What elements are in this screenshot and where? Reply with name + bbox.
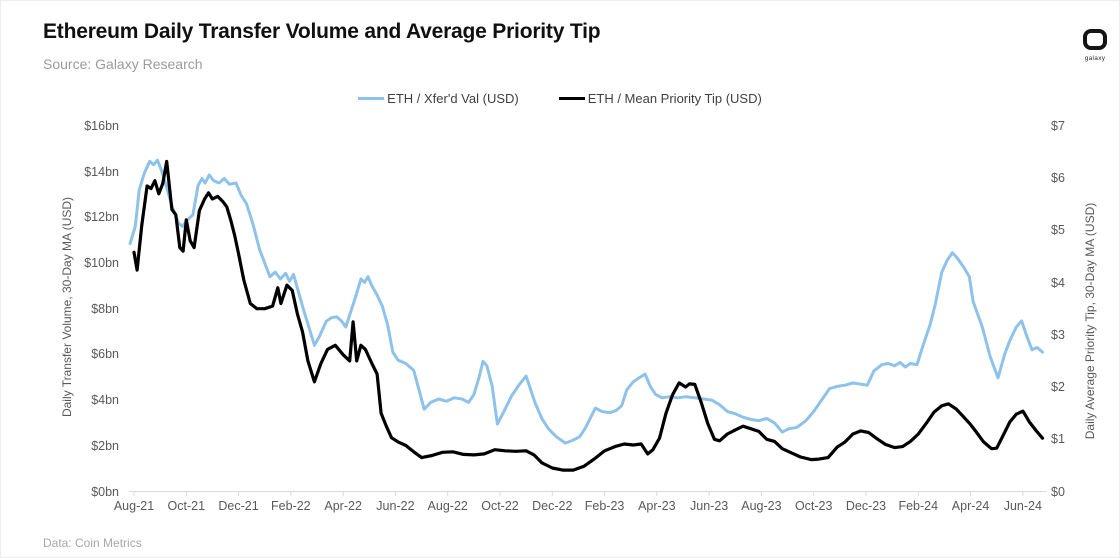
axis-tick-label: $7: [1051, 118, 1065, 133]
page-title: Ethereum Daily Transfer Volume and Avera…: [43, 20, 601, 43]
axis-tick-label: Feb-23: [584, 499, 625, 513]
axis-tick-label: Jun-22: [376, 499, 415, 513]
line-swatch-black-icon: [558, 97, 585, 100]
axis-tick-label: Apr-23: [638, 499, 676, 513]
axis-tick-label: Apr-24: [951, 499, 990, 513]
axis-tick-label: Jun-24: [1003, 499, 1042, 513]
axis-tick-label: $6: [1051, 171, 1065, 186]
axis-tick-label: $4: [1051, 275, 1065, 290]
axis-tick-label: $2bn: [91, 438, 119, 453]
axis-tick-label: $1: [1051, 432, 1065, 447]
axis-tick-label: Oct-22: [481, 499, 519, 513]
axis-tick-label: $6bn: [91, 347, 119, 362]
legend-item-priority-tip: ETH / Mean Priority Tip (USD): [558, 91, 762, 106]
legend-label: ETH / Mean Priority Tip (USD): [587, 91, 762, 106]
axis-tick-label: Jun-23: [690, 499, 729, 513]
axis-tick-label: Feb-24: [898, 499, 939, 513]
galaxy-logo-text: galaxy: [1084, 55, 1106, 62]
legend-item-transfer-volume: ETH / Xfer'd Val (USD): [358, 91, 519, 106]
axis-tick-label: $14bn: [84, 164, 119, 179]
chart-source: Source: Galaxy Research: [43, 56, 203, 72]
series-line-priority-tip: [132, 159, 1045, 472]
axis-tick-label: $4bn: [91, 393, 119, 408]
axis-tick-label: Oct-23: [794, 499, 833, 513]
axis-tick-label: Apr-22: [324, 499, 362, 513]
galaxy-logo-icon: [1083, 29, 1107, 50]
axis-tick-label: Dec-23: [845, 499, 887, 513]
axis-tick-label: Oct-21: [167, 499, 206, 513]
axis-tick-label: $0: [1051, 484, 1065, 499]
axis-tick-label: $12bn: [84, 210, 119, 225]
axis-tick-label: $5: [1051, 223, 1065, 238]
axis-tick-label: Aug-22: [427, 499, 468, 513]
series-line-transfer-volume: [128, 158, 1044, 445]
axis-tick-label: Aug-21: [113, 499, 155, 513]
galaxy-logo: galaxy: [1073, 29, 1117, 62]
data-source-note: Data: Coin Metrics: [43, 536, 142, 550]
axis-tick-label: Dec-22: [532, 499, 573, 513]
axis-tick-label: $8bn: [91, 301, 119, 316]
axis-tick-label: $3: [1051, 327, 1065, 342]
axis-tick-label: Dec-21: [218, 499, 259, 513]
line-swatch-blue-icon: [358, 97, 385, 100]
axis-tick-label: Feb-22: [271, 499, 311, 513]
axis-tick-label: Aug-23: [741, 499, 782, 513]
legend: ETH / Xfer'd Val (USD) ETH / Mean Priori…: [1, 91, 1119, 106]
axis-tick-label: $0bn: [91, 484, 119, 499]
axis-tick-label: $10bn: [84, 256, 119, 270]
axis-tick-label: $16bn: [84, 118, 119, 133]
legend-label: ETH / Xfer'd Val (USD): [387, 91, 519, 106]
axis-tick-label: $2: [1051, 380, 1065, 395]
